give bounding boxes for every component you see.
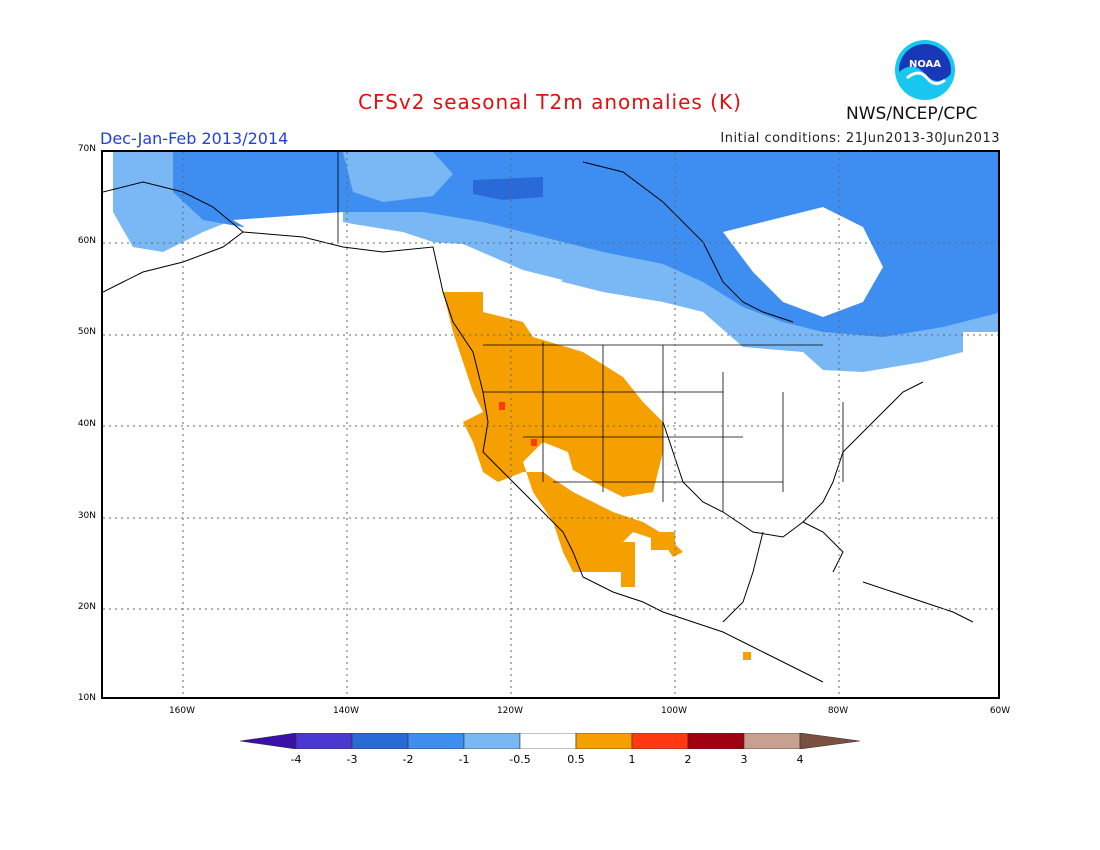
lon-tick-120w: 120W bbox=[496, 706, 524, 716]
lat-tick-10n: 10N bbox=[77, 693, 96, 703]
colorbar-label: -4 bbox=[290, 753, 302, 766]
colorbar-bin-8 bbox=[687, 732, 745, 750]
initial-conditions-label: Initial conditions: 21Jun2013-30Jun2013 bbox=[720, 131, 1000, 146]
colorbar-high-arrow bbox=[799, 732, 861, 750]
lon-tick-60w: 60W bbox=[989, 706, 1011, 716]
gridlines bbox=[103, 152, 998, 697]
lat-tick-30n: 30N bbox=[77, 511, 96, 521]
warm-anomaly-patch-central-america bbox=[743, 652, 751, 660]
colorbar-label: -0.5 bbox=[509, 753, 531, 766]
hot-spot-oregon bbox=[499, 402, 505, 410]
warm-anomaly-patch-mexico bbox=[621, 542, 635, 587]
lat-tick-40n: 40N bbox=[77, 419, 96, 429]
white-gap-north bbox=[343, 152, 453, 202]
colorbar-label: -1 bbox=[458, 753, 470, 766]
colorbar-bin-4 bbox=[463, 732, 521, 750]
lon-tick-160w: 160W bbox=[168, 706, 196, 716]
lat-tick-20n: 20N bbox=[77, 602, 96, 612]
colorbar-bin-6 bbox=[575, 732, 633, 750]
hot-spot-nevada bbox=[531, 439, 537, 446]
lat-tick-70n: 70N bbox=[77, 144, 96, 154]
cold-anomaly-dark-region bbox=[473, 177, 543, 200]
chart-title: CFSv2 seasonal T2m anomalies (K) bbox=[358, 90, 742, 114]
colorbar-label: 4 bbox=[796, 753, 804, 766]
greenland-white-region bbox=[723, 207, 883, 317]
colorbar-label: 3 bbox=[740, 753, 748, 766]
colorbar-bin-3 bbox=[407, 732, 465, 750]
colorbar-label: -3 bbox=[346, 753, 358, 766]
lon-tick-80w: 80W bbox=[827, 706, 849, 716]
period-label: Dec-Jan-Feb 2013/2014 bbox=[100, 129, 289, 148]
warm-anomaly-patch-texas bbox=[651, 532, 675, 550]
cold-anomaly-medium-region bbox=[173, 152, 998, 337]
warm-anomaly-region bbox=[443, 292, 683, 572]
lon-tick-140w: 140W bbox=[332, 706, 360, 716]
noaa-logo: NOAA bbox=[893, 38, 957, 102]
lon-tick-100w: 100W bbox=[660, 706, 688, 716]
colorbar bbox=[239, 732, 862, 753]
colorbar-label: 0.5 bbox=[567, 753, 585, 766]
colorbar-low-arrow bbox=[239, 732, 297, 750]
colorbar-label: 2 bbox=[684, 753, 692, 766]
colorbar-bin-9 bbox=[743, 732, 801, 750]
lat-tick-60n: 60N bbox=[77, 236, 96, 246]
colorbar-bin-1 bbox=[295, 732, 353, 750]
lat-tick-50n: 50N bbox=[77, 327, 96, 337]
colorbar-bin-2 bbox=[351, 732, 409, 750]
svg-text:NOAA: NOAA bbox=[909, 59, 941, 70]
colorbar-bin-7 bbox=[631, 732, 689, 750]
state-borders bbox=[337, 152, 844, 512]
alaska-white-region bbox=[233, 212, 343, 232]
colorbar-label: -2 bbox=[402, 753, 414, 766]
coastlines bbox=[103, 161, 974, 683]
colorbar-bin-5 bbox=[519, 732, 577, 750]
colorbar-label: 1 bbox=[628, 753, 636, 766]
agency-label: NWS/NCEP/CPC bbox=[846, 104, 978, 124]
anomaly-map bbox=[101, 150, 1000, 699]
